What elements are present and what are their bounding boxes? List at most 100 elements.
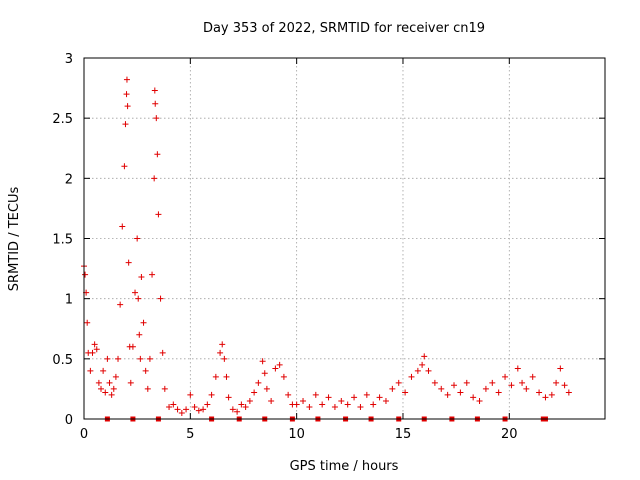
data-point bbox=[98, 385, 105, 392]
plus-marker bbox=[523, 385, 530, 392]
data-point bbox=[166, 403, 173, 410]
plus-marker bbox=[112, 373, 119, 380]
data-point bbox=[395, 379, 402, 386]
plus-marker bbox=[268, 397, 275, 404]
plus-marker bbox=[370, 401, 377, 408]
plus-marker bbox=[376, 394, 383, 401]
data-point bbox=[137, 355, 144, 362]
data-point bbox=[153, 115, 160, 122]
plus-marker bbox=[470, 394, 477, 401]
y-tick-label: 2 bbox=[65, 172, 73, 187]
x-tick-label: 5 bbox=[186, 427, 194, 442]
data-point bbox=[225, 394, 232, 401]
plus-marker bbox=[312, 391, 319, 398]
plus-marker bbox=[187, 391, 194, 398]
plus-marker bbox=[153, 115, 160, 122]
data-point bbox=[561, 382, 568, 389]
plus-marker bbox=[170, 401, 177, 408]
plus-marker bbox=[87, 367, 94, 374]
plus-marker bbox=[293, 401, 300, 408]
plus-marker bbox=[124, 103, 131, 110]
plus-marker bbox=[246, 397, 253, 404]
plus-marker bbox=[217, 349, 224, 356]
data-point bbox=[285, 391, 292, 398]
plus-marker bbox=[306, 403, 313, 410]
data-point bbox=[159, 349, 166, 356]
plus-marker bbox=[402, 389, 409, 396]
plus-marker bbox=[259, 358, 266, 365]
plus-marker bbox=[519, 379, 526, 386]
plus-marker bbox=[178, 409, 185, 416]
plus-marker bbox=[166, 403, 173, 410]
plot-frame bbox=[83, 57, 606, 420]
plus-marker bbox=[191, 403, 198, 410]
data-point bbox=[351, 394, 358, 401]
data-point bbox=[152, 100, 159, 107]
plus-marker bbox=[123, 76, 130, 83]
plus-marker bbox=[135, 295, 142, 302]
data-point bbox=[127, 379, 134, 386]
data-point bbox=[187, 391, 194, 398]
plus-marker bbox=[285, 391, 292, 398]
data-point bbox=[306, 403, 313, 410]
plus-marker bbox=[221, 355, 228, 362]
plus-marker bbox=[331, 403, 338, 410]
plus-marker bbox=[104, 355, 111, 362]
data-point bbox=[100, 367, 107, 374]
plus-marker bbox=[489, 379, 496, 386]
plus-marker bbox=[419, 361, 426, 368]
data-point bbox=[319, 401, 326, 408]
data-point bbox=[402, 389, 409, 396]
data-point bbox=[536, 389, 543, 396]
data-point bbox=[276, 361, 283, 368]
data-point bbox=[132, 289, 139, 296]
data-point bbox=[451, 382, 458, 389]
grid-layer bbox=[84, 58, 605, 419]
data-point bbox=[123, 76, 130, 83]
data-point bbox=[553, 379, 560, 386]
data-point bbox=[370, 401, 377, 408]
plus-marker bbox=[280, 373, 287, 380]
data-point bbox=[149, 271, 156, 278]
data-point bbox=[170, 401, 177, 408]
plus-marker bbox=[561, 382, 568, 389]
data-point bbox=[246, 397, 253, 404]
chart-title: Day 353 of 2022, SRMTID for receiver cn1… bbox=[203, 21, 485, 36]
data-layer bbox=[81, 76, 572, 422]
data-point bbox=[135, 295, 142, 302]
data-point bbox=[338, 397, 345, 404]
plus-marker bbox=[225, 394, 232, 401]
plus-marker bbox=[122, 121, 129, 128]
data-point bbox=[293, 401, 300, 408]
plus-marker bbox=[476, 397, 483, 404]
plus-marker bbox=[200, 406, 207, 413]
data-point bbox=[268, 397, 275, 404]
data-point bbox=[470, 394, 477, 401]
plus-marker bbox=[557, 365, 564, 372]
plus-marker bbox=[132, 289, 139, 296]
plus-marker bbox=[84, 319, 91, 326]
plus-marker bbox=[117, 301, 124, 308]
data-point bbox=[82, 271, 89, 278]
plus-marker bbox=[174, 406, 181, 413]
plus-marker bbox=[142, 367, 149, 374]
data-point bbox=[154, 151, 161, 158]
data-point bbox=[151, 87, 158, 94]
data-point bbox=[142, 367, 149, 374]
data-point bbox=[219, 341, 226, 348]
plus-marker bbox=[444, 391, 451, 398]
plus-marker bbox=[395, 379, 402, 386]
plus-marker bbox=[548, 391, 555, 398]
plus-marker bbox=[157, 295, 164, 302]
plus-marker bbox=[451, 382, 458, 389]
data-point bbox=[195, 407, 202, 414]
plus-marker bbox=[529, 373, 536, 380]
data-point bbox=[191, 403, 198, 410]
plus-marker bbox=[242, 403, 249, 410]
plus-marker bbox=[300, 397, 307, 404]
plus-marker bbox=[438, 385, 445, 392]
plus-marker bbox=[100, 367, 107, 374]
plus-marker bbox=[137, 355, 144, 362]
data-point bbox=[300, 397, 307, 404]
plus-marker bbox=[565, 389, 572, 396]
